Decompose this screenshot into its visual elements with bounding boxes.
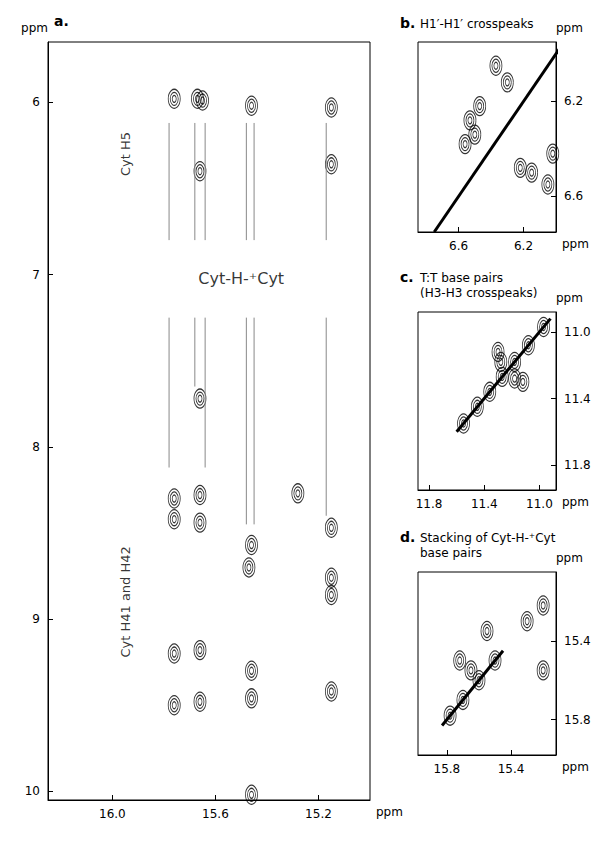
svg-text:ppm: ppm [562,237,589,251]
svg-text:7: 7 [32,268,40,282]
svg-text:11.8: 11.8 [416,497,443,511]
svg-text:15.8: 15.8 [434,762,461,776]
svg-text:Cyt H5: Cyt H5 [118,132,133,176]
svg-text:(H3-H3 crosspeaks): (H3-H3 crosspeaks) [420,286,538,300]
svg-text:15.4: 15.4 [498,762,525,776]
svg-text:ppm: ppm [556,551,583,565]
svg-text:ppm: ppm [562,495,589,509]
svg-text:H1′-H1′ crosspeaks: H1′-H1′ crosspeaks [420,17,534,31]
svg-text:Cyt-H-⁺Cyt: Cyt-H-⁺Cyt [198,269,284,288]
svg-text:Stacking of Cyt-H-⁺Cyt: Stacking of Cyt-H-⁺Cyt [420,531,556,545]
svg-text:15.4: 15.4 [564,634,591,648]
svg-text:10: 10 [25,784,40,798]
svg-text:a.: a. [54,13,69,29]
svg-text:Cyt H41 and H42: Cyt H41 and H42 [118,546,133,657]
svg-text:6.6: 6.6 [564,189,583,203]
svg-text:b.: b. [400,15,415,31]
svg-text:11.4: 11.4 [564,392,591,406]
svg-text:d.: d. [400,529,415,545]
svg-text:ppm: ppm [21,21,48,35]
svg-text:11.0: 11.0 [564,325,591,339]
svg-text:9: 9 [32,612,40,626]
svg-text:6.2: 6.2 [514,239,533,253]
svg-text:6.2: 6.2 [564,94,583,108]
svg-text:8: 8 [32,440,40,454]
svg-text:ppm: ppm [562,760,589,774]
svg-text:ppm: ppm [556,291,583,305]
svg-text:15.2: 15.2 [305,807,332,821]
svg-text:11.4: 11.4 [471,497,498,511]
svg-text:11.0: 11.0 [526,497,553,511]
svg-text:base pairs: base pairs [420,546,482,560]
svg-text:6: 6 [32,95,40,109]
svg-text:ppm: ppm [376,805,403,819]
svg-text:c.: c. [400,269,414,285]
svg-text:ppm: ppm [556,21,583,35]
svg-text:6.6: 6.6 [449,239,468,253]
svg-text:16.0: 16.0 [99,807,126,821]
svg-text:11.8: 11.8 [564,458,591,472]
svg-text:15.6: 15.6 [202,807,229,821]
svg-text:T:T base pairs: T:T base pairs [419,271,503,285]
svg-text:15.8: 15.8 [564,713,591,727]
